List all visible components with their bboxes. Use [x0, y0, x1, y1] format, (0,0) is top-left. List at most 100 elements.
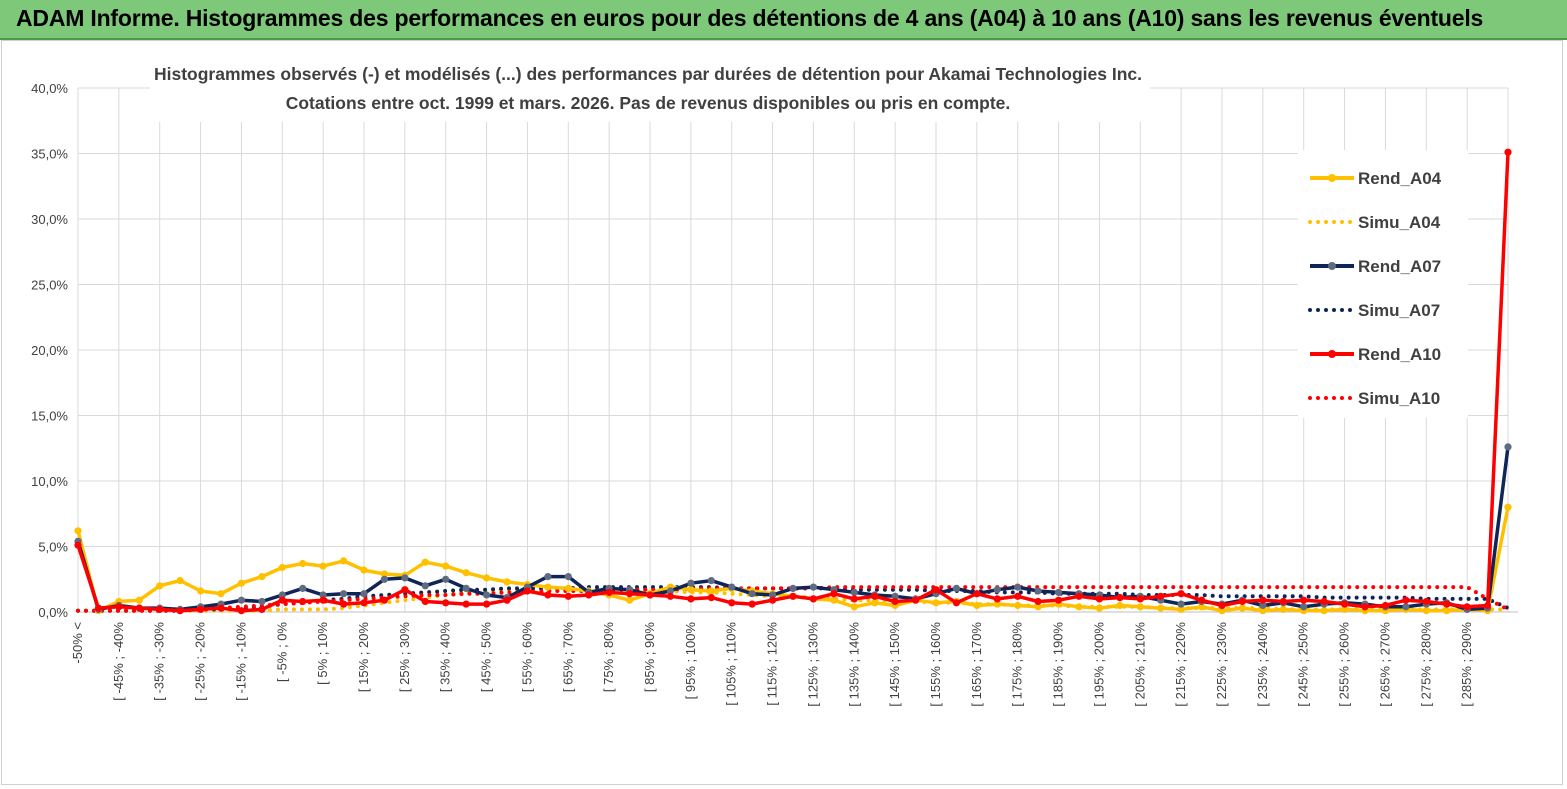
x-tick-label: [ 125% ; 130%	[805, 622, 820, 707]
chart-subtitle-line1: Histogrammes observés (-) et modélisés (…	[154, 64, 1142, 84]
series-point-rend-a10	[687, 595, 695, 603]
x-tick-label: [ 85% ; 90%	[642, 622, 657, 693]
series-point-rend-a04	[1259, 607, 1267, 615]
series-point-rend-a10	[176, 607, 184, 615]
series-point-rend-a07	[1177, 600, 1185, 608]
series-point-rend-a07	[380, 575, 388, 583]
series-line-rend-a10	[76, 152, 1510, 613]
series-point-rend-a07	[1402, 603, 1410, 611]
x-tick-label: [ 175% ; 180%	[1010, 622, 1025, 707]
series-point-rend-a04	[871, 599, 879, 607]
series-point-rend-a10	[830, 590, 838, 598]
series-point-rend-a10	[1422, 597, 1430, 606]
header-banner: ADAM Informe. Histogrammes des performan…	[0, 0, 1567, 40]
series-point-rend-a10	[94, 604, 102, 612]
series-point-rend-a04	[1320, 607, 1328, 615]
x-tick-label: [ 135% ; 140%	[846, 622, 861, 707]
series-point-rend-a04	[830, 596, 838, 604]
y-tick-label: 20,0%	[31, 343, 68, 358]
series-point-rend-a10	[523, 587, 532, 595]
legend: Rend_A04 Simu_A04 Rend_A07 Simu_A07 Rend_A10…	[1298, 150, 1468, 418]
series-point-rend-a10	[462, 600, 470, 608]
series-point-rend-a04	[380, 570, 388, 578]
series-point-rend-a07	[564, 573, 572, 581]
series-point-rend-a10	[115, 603, 123, 611]
page-title: ADAM Informe. Histogrammes des performan…	[16, 5, 1484, 31]
series-point-rend-a07	[340, 590, 348, 598]
legend-label-rend-a10: Rend_A10	[1358, 345, 1441, 364]
series-point-rend-a04	[299, 559, 307, 568]
series-point-rend-a04	[544, 583, 552, 591]
series-point-rend-a10	[442, 599, 450, 607]
series-point-rend-a04	[278, 563, 286, 572]
series-point-rend-a04	[626, 596, 634, 604]
y-axis: 0,0% 5,0% 10,0% 15,0% 20,0% 25,0% 30,0% 35,0% 40…	[31, 81, 68, 620]
x-tick-label: [ 185% ; 190%	[1051, 622, 1066, 707]
series-point-rend-a04	[442, 562, 450, 570]
series-point-rend-a07	[544, 573, 552, 581]
y-tick-label: 0,0%	[38, 605, 68, 620]
series-point-rend-a07	[687, 579, 695, 587]
series-point-rend-a07	[258, 597, 266, 606]
y-tick-label: 35,0%	[31, 147, 68, 162]
x-tick-label: [ -5% ; 0%	[274, 622, 289, 682]
series-point-rend-a10	[421, 597, 429, 606]
y-tick-label: 10,0%	[31, 474, 68, 489]
series-point-rend-a10	[1463, 603, 1471, 611]
x-tick-label: -50% <	[70, 622, 85, 664]
series-point-rend-a10	[1279, 597, 1287, 606]
series-point-rend-a10	[1443, 600, 1451, 608]
series-point-rend-a07	[707, 577, 715, 585]
series-point-rend-a10	[299, 597, 307, 606]
series-point-rend-a04	[1034, 603, 1042, 611]
series-point-rend-a04	[973, 601, 981, 610]
legend-background	[1298, 150, 1468, 418]
x-tick-label: [ 55% ; 60%	[519, 622, 534, 693]
series-point-rend-a04	[1218, 607, 1226, 615]
series-point-rend-a04	[340, 557, 348, 565]
series-point-rend-a07	[789, 584, 797, 593]
series-point-rend-a10	[1402, 596, 1410, 604]
x-axis: -50% < [ -45% ; -40% [ -35% ; -30% [ -25% ;…	[70, 622, 1474, 707]
series-point-rend-a04	[176, 577, 184, 585]
y-tick-label: 30,0%	[31, 212, 68, 227]
legend-label-simu-a04: Simu_A04	[1358, 213, 1441, 232]
series-point-rend-a04	[1341, 605, 1349, 614]
series-point-rend-a04	[1157, 604, 1165, 612]
series-point-rend-a10	[1157, 592, 1165, 600]
series-point-rend-a04	[687, 586, 695, 594]
y-tick-label: 40,0%	[31, 81, 68, 96]
series-point-rend-a10	[748, 600, 756, 608]
series-point-rend-a07	[952, 584, 961, 593]
series-point-rend-a04	[932, 599, 940, 607]
legend-label-rend-a07: Rend_A07	[1358, 257, 1441, 276]
series-point-rend-a07	[1034, 587, 1042, 595]
series-point-rend-a04	[1136, 603, 1144, 611]
series-point-rend-a07	[748, 590, 756, 598]
x-tick-label: [ 225% ; 230%	[1214, 622, 1229, 707]
series-point-rend-a10	[1198, 596, 1206, 604]
series-group	[74, 148, 1512, 615]
legend-marker-rend-a10	[1328, 350, 1336, 358]
series-point-rend-a07	[1014, 583, 1022, 591]
x-tick-label: [ 275% ; 280%	[1418, 622, 1433, 707]
series-point-rend-a04	[197, 587, 205, 595]
x-tick-label: [ 25% ; 30%	[397, 622, 412, 693]
y-tick-label: 15,0%	[31, 409, 68, 424]
series-point-rend-a04	[135, 596, 143, 604]
series-point-rend-a07	[993, 586, 1001, 594]
series-point-rend-a10	[156, 605, 164, 614]
x-tick-label: [ 165% ; 170%	[969, 622, 984, 707]
series-point-rend-a07	[728, 583, 736, 591]
series-point-rend-a07	[809, 583, 818, 591]
legend-label-simu-a07: Simu_A07	[1358, 301, 1440, 320]
x-tick-label: [ -15% ; -10%	[233, 622, 248, 701]
series-point-rend-a04	[462, 569, 470, 577]
series-point-rend-a07	[1300, 603, 1308, 611]
series-point-rend-a10	[789, 592, 797, 600]
x-tick-label: [ 255% ; 260%	[1337, 622, 1352, 707]
series-point-rend-a04	[707, 587, 715, 595]
series-point-rend-a07	[442, 575, 450, 583]
series-point-rend-a10	[1320, 597, 1328, 606]
